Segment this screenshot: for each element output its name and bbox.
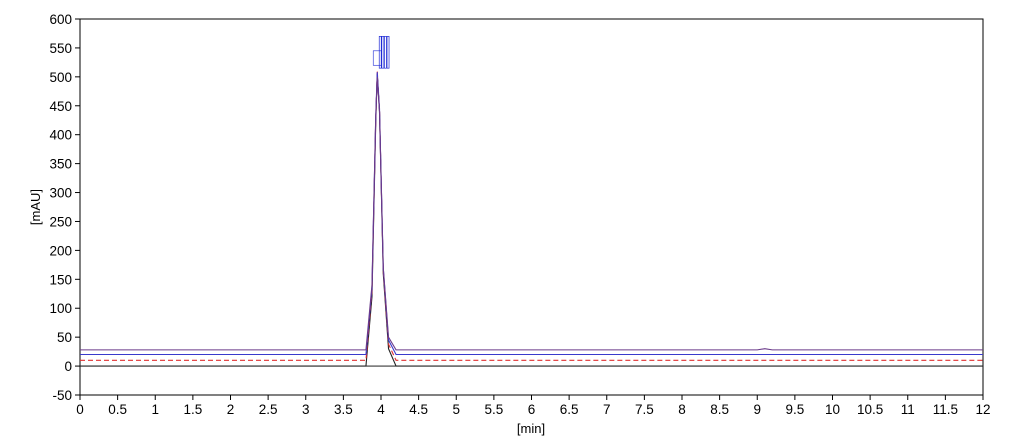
x-tick-label: 0 [76, 402, 84, 417]
x-tick-label: 4 [377, 402, 385, 417]
x-tick-label: 0.5 [108, 402, 127, 417]
y-axis-ticks: -50 0 50 100 150 200 250 300 350 400 450 500 550 600 [49, 12, 80, 403]
y-tick-label: -50 [52, 388, 72, 403]
x-tick-label: 1 [151, 402, 159, 417]
y-tick-label: 600 [49, 12, 72, 27]
x-tick-label: 2 [227, 402, 235, 417]
chromatogram-trace [80, 76, 983, 351]
peak-label-box [381, 36, 385, 69]
x-axis-ticks: 0 0.5 1 1.5 2 2.5 3 3.5 4 4.5 5 5.5 6 6.5 7 7.5 8 8.5 9 9.5… [76, 395, 991, 417]
y-tick-label: 300 [49, 186, 72, 201]
x-tick-label: 9 [753, 402, 761, 417]
x-tick-label: 5 [452, 402, 460, 417]
chromatogram-trace [80, 72, 983, 356]
x-tick-label: 11 [901, 402, 915, 417]
chromatogram-trace [80, 71, 983, 361]
x-tick-label: 10 [825, 402, 840, 417]
plot-frame [79, 18, 984, 396]
series-layer [80, 71, 983, 367]
x-tick-label: 8.5 [710, 402, 729, 417]
peak-marker [372, 50, 382, 66]
y-tick-label: 500 [49, 70, 72, 85]
y-tick-label: 100 [49, 301, 72, 316]
x-tick-label: 11.5 [933, 402, 958, 417]
x-tick-label: 3.5 [334, 402, 353, 417]
x-tick-label: 8 [678, 402, 686, 417]
x-tick-label: 6 [528, 402, 536, 417]
chromatogram-trace [80, 73, 983, 367]
x-tick-label: 9.5 [785, 402, 804, 417]
x-tick-label: 2.5 [259, 402, 278, 417]
x-tick-label: 6.5 [560, 402, 579, 417]
x-tick-label: 7 [603, 402, 611, 417]
y-tick-label: 250 [49, 214, 72, 229]
x-tick-label: 3 [302, 402, 310, 417]
peak-labels [372, 36, 390, 69]
x-tick-label: 5.5 [484, 402, 503, 417]
y-axis-title: [mAU] [28, 189, 43, 225]
x-tick-label: 12 [975, 402, 990, 417]
y-tick-label: 150 [49, 272, 72, 287]
y-tick-label: 200 [49, 243, 72, 258]
y-tick-label: 50 [57, 330, 72, 345]
peak-label-box [386, 36, 390, 69]
x-axis-title: [min] [517, 421, 545, 436]
y-tick-label: 550 [49, 41, 72, 56]
x-tick-label: 10.5 [857, 402, 883, 417]
y-tick-label: 0 [64, 359, 72, 374]
x-tick-label: 7.5 [635, 402, 654, 417]
y-tick-label: 400 [49, 128, 72, 143]
y-tick-label: 350 [49, 157, 72, 172]
x-tick-label: 4.5 [409, 402, 428, 417]
x-tick-label: 1.5 [183, 402, 202, 417]
y-tick-label: 450 [49, 99, 72, 114]
peak-label-box [384, 36, 387, 69]
